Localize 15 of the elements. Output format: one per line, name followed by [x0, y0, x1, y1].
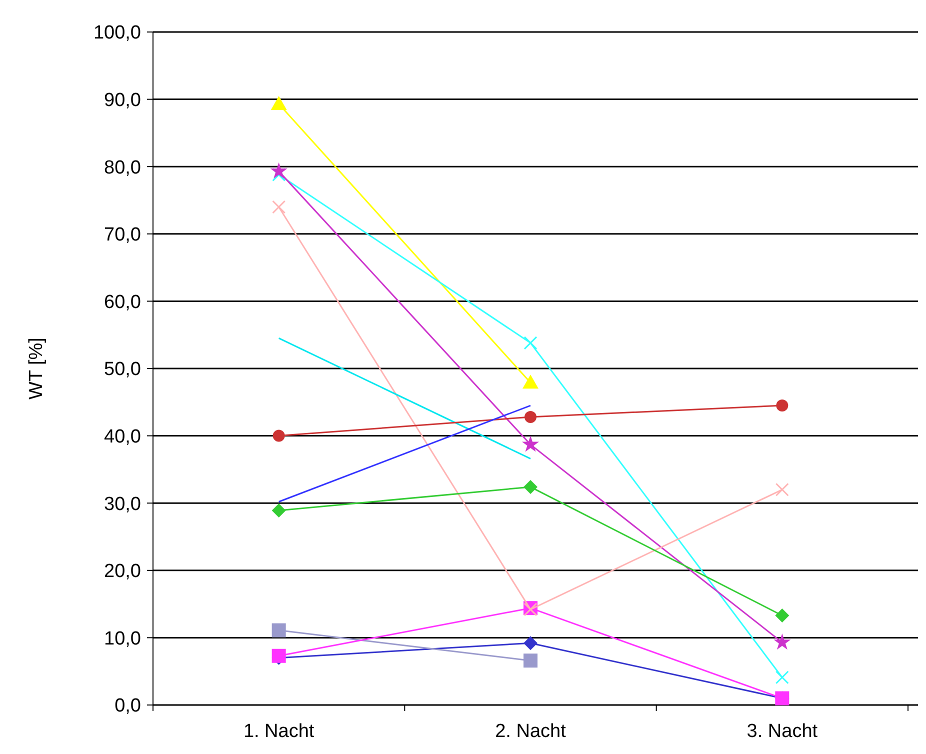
y-tick-label: 10,0: [104, 628, 141, 650]
y-tick-label: 50,0: [104, 359, 141, 380]
y-tick-label: 70,0: [104, 224, 141, 246]
y-tick-label: 40,0: [104, 426, 141, 448]
y-tick-label: 60,0: [104, 292, 141, 313]
x-tick-label: 3. Nacht: [746, 721, 818, 742]
y-tick-label: 0,0: [114, 696, 141, 717]
y-tick-label: 20,0: [104, 561, 141, 582]
x-tick-label: 2. Nacht: [495, 721, 567, 742]
x-tick-label: 1. Nacht: [243, 721, 315, 742]
y-tick-label: 100,0: [93, 22, 141, 44]
y-tick-label: 30,0: [104, 494, 141, 515]
y-axis-title: WT [%]: [26, 338, 47, 400]
y-tick-label: 90,0: [104, 90, 141, 111]
y-tick-label: 80,0: [104, 157, 141, 178]
